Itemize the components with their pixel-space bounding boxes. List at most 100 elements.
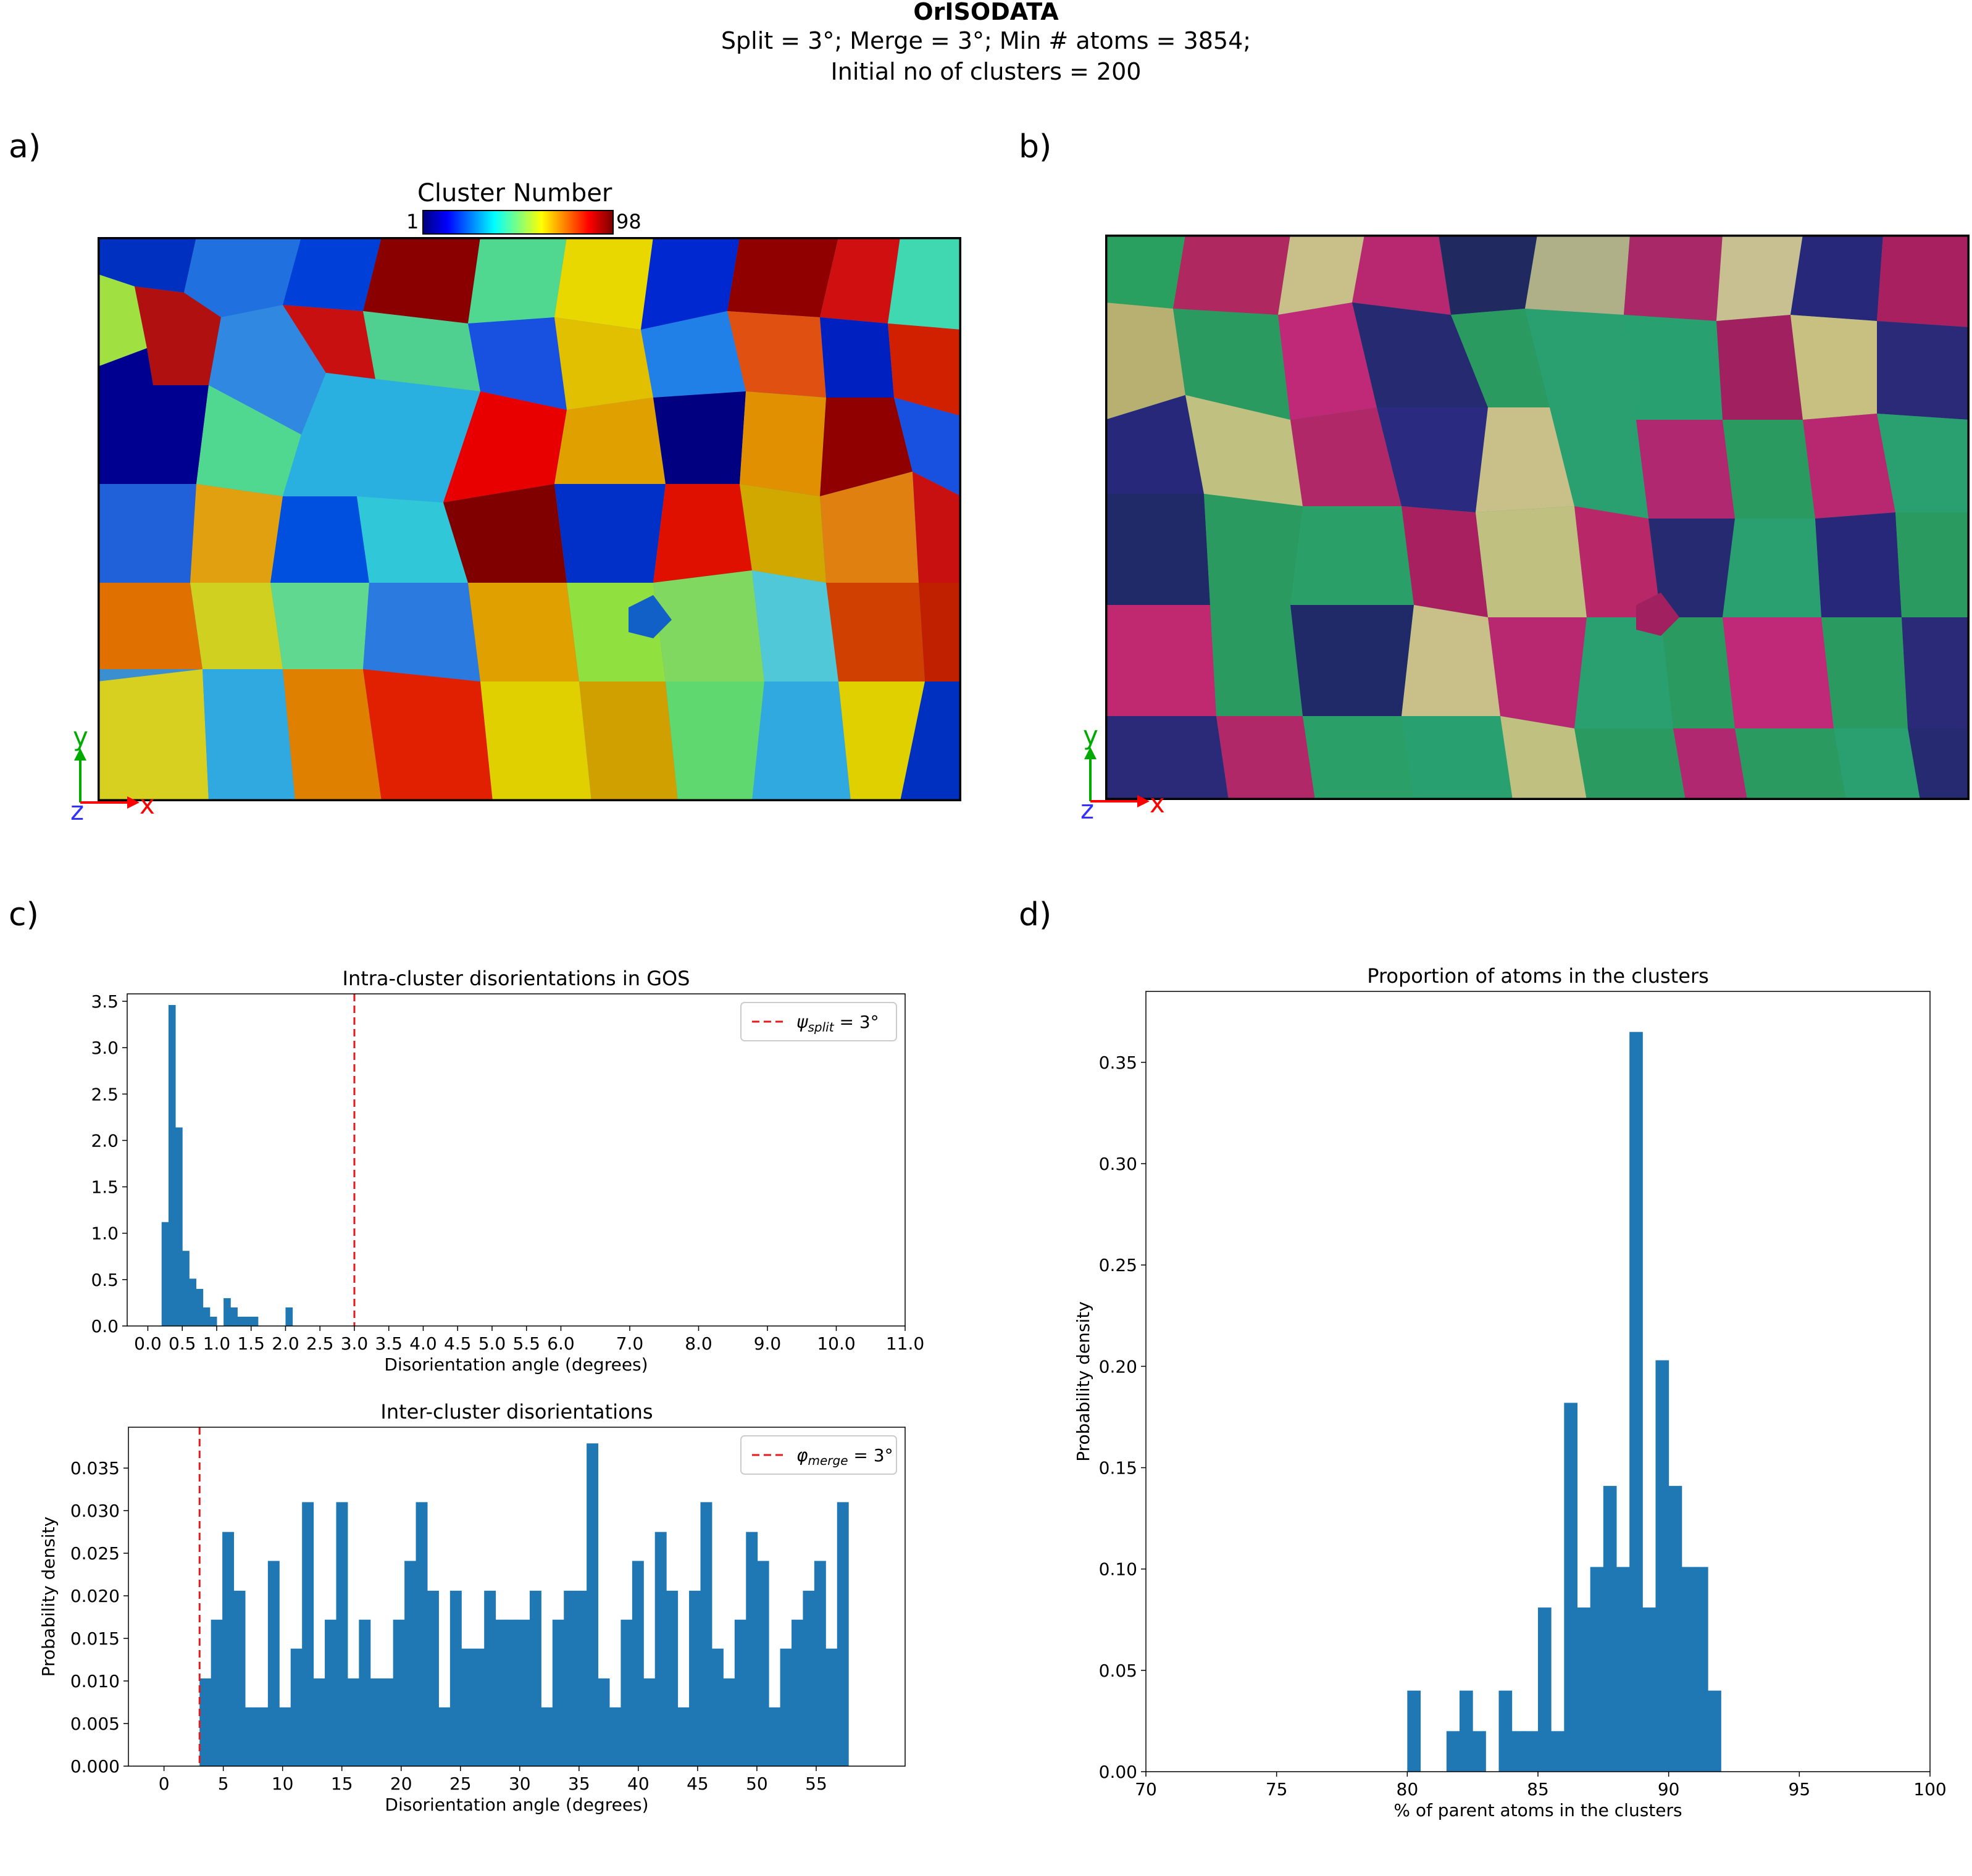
histogram-bar (825, 1648, 838, 1766)
x-axis-label: Disorientation angle (degrees) (385, 1795, 648, 1815)
histogram-bar (677, 1707, 690, 1766)
y-tick-label: 3.5 (91, 991, 119, 1012)
colorbar-min-label: 1 (406, 210, 419, 233)
y-tick-label: 0.25 (1099, 1255, 1137, 1275)
x-tick-label: 2.5 (306, 1333, 334, 1354)
y-tick-label: 2.5 (91, 1084, 119, 1104)
y-tick-label: 0.30 (1099, 1154, 1137, 1174)
histogram-bar (1564, 1403, 1577, 1772)
cluster-map-a (98, 237, 961, 801)
histogram-bar (161, 1222, 169, 1326)
x-axis-label: Disorientation angle (degrees) (384, 1354, 648, 1375)
legend-label: ψsplit = 3° (796, 1012, 879, 1035)
legend: ψsplit = 3° (740, 1002, 897, 1041)
figure-subtitle-line2: Initial no of clusters = 200 (830, 58, 1142, 85)
histogram-bar (1708, 1690, 1721, 1772)
histogram-bar (780, 1648, 792, 1766)
axis-triad-a: y x z (70, 728, 155, 826)
histogram-bar (347, 1678, 359, 1766)
x-tick-label: 1.0 (203, 1333, 231, 1354)
histogram-bar (1551, 1731, 1565, 1772)
cluster-map-b (1105, 235, 1970, 800)
histogram-bar (256, 1707, 269, 1766)
histogram-bar (1446, 1731, 1460, 1772)
histogram-bar (211, 1619, 223, 1766)
x-tick-label: 10.0 (817, 1333, 855, 1354)
histogram-bar (792, 1619, 803, 1766)
x-tick-label: 10 (272, 1774, 294, 1794)
histogram-bar (1681, 1567, 1695, 1772)
axis-z-label-a: z (70, 796, 84, 826)
histogram-bar (734, 1619, 746, 1766)
axis-triad-b: y x z (1080, 727, 1165, 825)
histogram-bar (285, 1307, 293, 1326)
histogram-bar (1642, 1607, 1656, 1772)
y-tick-label: 0.035 (70, 1458, 120, 1478)
figure-title: OrISODATA (913, 0, 1059, 25)
x-tick-label: 5.5 (512, 1333, 540, 1354)
histogram-bar (168, 1005, 176, 1326)
axis-x-label-a: x (140, 790, 155, 820)
histogram-bar (814, 1561, 826, 1766)
histogram-bar (279, 1707, 291, 1766)
histogram-bar (1524, 1731, 1539, 1772)
histogram-bar (302, 1502, 314, 1766)
x-tick-label: 45 (687, 1774, 709, 1794)
histogram-bar (700, 1502, 712, 1766)
histogram-bar (199, 1678, 212, 1766)
chart-title: Intra-cluster disorientations in GOS (343, 967, 690, 990)
histogram-bar (507, 1619, 519, 1766)
colorbar-title: Cluster Number (417, 179, 612, 207)
histogram-bar (1577, 1607, 1591, 1772)
histogram-bar (244, 1707, 257, 1766)
y-tick-label: 0.00 (1099, 1762, 1137, 1782)
panel-label-d: d) (1019, 896, 1052, 933)
histogram-bar (382, 1678, 394, 1766)
histogram-bar (1460, 1690, 1473, 1772)
y-axis-label: Probability density (1074, 1301, 1093, 1462)
chart-title: Proportion of atoms in the clusters (1367, 964, 1709, 988)
x-tick-label: 9.0 (754, 1333, 782, 1354)
histogram-bar (251, 1316, 259, 1326)
histogram-bar (182, 1251, 190, 1326)
x-tick-label: 7.0 (616, 1333, 644, 1354)
x-tick-label: 35 (568, 1774, 590, 1794)
x-tick-label: 15 (331, 1774, 353, 1794)
chart-prop: Proportion of atoms in the clusters 70 75 8… (1074, 964, 1947, 1820)
histogram-bar (1590, 1567, 1604, 1772)
histogram-bar (666, 1590, 679, 1766)
y-tick-label: 3.0 (91, 1038, 119, 1058)
x-tick-label: 6.0 (547, 1333, 575, 1354)
histogram-bar (484, 1590, 496, 1766)
histogram-bar (689, 1590, 701, 1766)
x-axis-label: % of parent atoms in the clusters (1393, 1800, 1682, 1820)
x-tick-label: 3.5 (375, 1333, 403, 1354)
y-tick-label: 0.020 (70, 1586, 120, 1606)
histogram-bar (290, 1648, 303, 1766)
legend-box (740, 1002, 897, 1041)
y-tick-label: 2.0 (91, 1130, 119, 1151)
y-tick-label: 1.0 (91, 1224, 119, 1244)
x-tick-label: 50 (746, 1774, 768, 1794)
x-tick-label: 40 (627, 1774, 650, 1794)
histogram-bar (370, 1678, 382, 1766)
plot-frame (128, 1427, 906, 1767)
x-tick-label: 70 (1135, 1779, 1157, 1799)
histogram-bar (313, 1678, 325, 1766)
histogram-bar (598, 1678, 610, 1766)
histogram-bar (267, 1561, 280, 1766)
histogram-bar (1538, 1607, 1552, 1772)
histogram-bar (654, 1532, 667, 1766)
histogram-bar (1603, 1486, 1617, 1772)
y-tick-label: 0.015 (70, 1628, 120, 1649)
y-tick-label: 0.05 (1099, 1661, 1137, 1681)
x-tick-label: 0.5 (169, 1333, 196, 1354)
histogram-bar (643, 1678, 656, 1766)
chart-title: Inter-cluster disorientations (380, 1400, 653, 1424)
x-tick-label: 0 (159, 1774, 170, 1794)
histogram-bar (518, 1619, 530, 1766)
x-tick-label: 55 (805, 1774, 827, 1794)
panel-label-b: b) (1019, 128, 1052, 165)
histogram-bar (196, 1288, 204, 1326)
x-tick-label: 2.0 (272, 1333, 299, 1354)
